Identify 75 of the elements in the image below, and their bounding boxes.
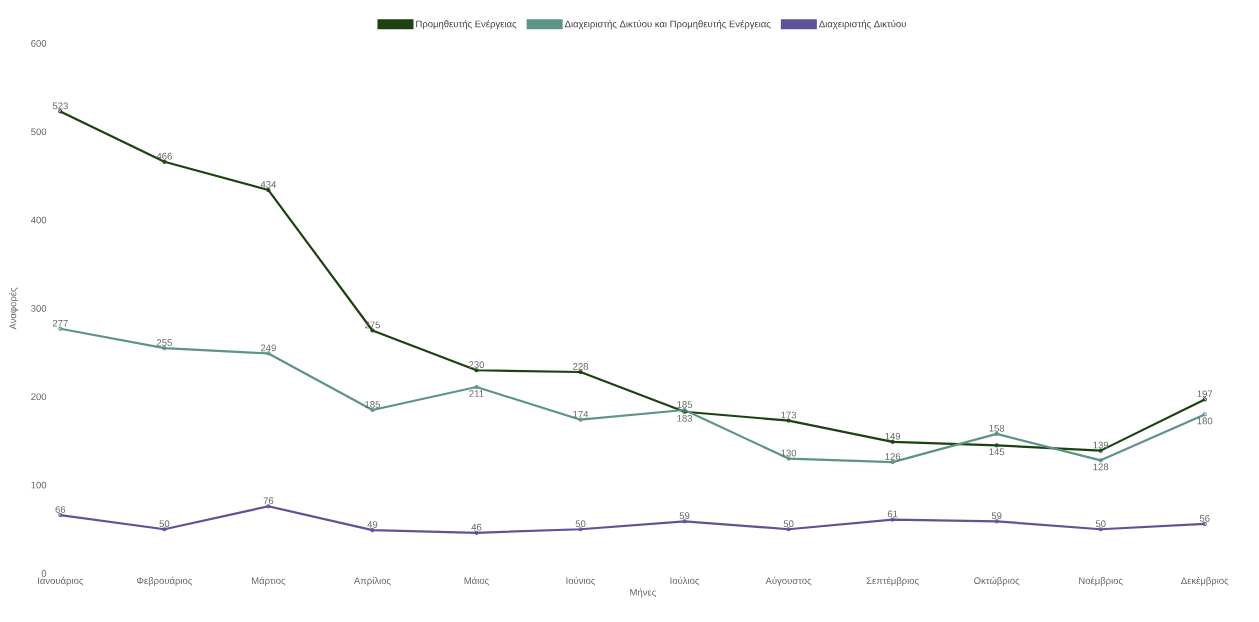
data-label: 197 xyxy=(1197,390,1213,398)
y-tick-label: 100 xyxy=(31,481,47,489)
data-label: 255 xyxy=(156,339,172,346)
legend-label: Προμηθευτής Ενέργειας xyxy=(416,20,517,30)
data-label: 434 xyxy=(260,181,277,188)
point xyxy=(1098,458,1103,463)
data-label: 61 xyxy=(887,510,898,518)
y-tick-label: 600 xyxy=(31,40,47,47)
y-tick-label: 200 xyxy=(31,393,47,401)
data-label: 59 xyxy=(679,512,690,520)
data-label: 50 xyxy=(575,520,586,528)
x-tick-label: Μάιος xyxy=(464,576,489,586)
point xyxy=(162,346,167,351)
point xyxy=(1098,527,1103,532)
point xyxy=(370,528,375,533)
point xyxy=(994,443,999,448)
legend-label: Διαχειριστής Δικτύου xyxy=(819,20,906,30)
x-tick-label: Ιούλιος xyxy=(670,576,700,586)
x-tick-label: Ιανουάριος xyxy=(38,576,84,586)
data-label: 228 xyxy=(573,363,589,370)
data-label: 145 xyxy=(989,448,1005,456)
data-label: 180 xyxy=(1197,417,1213,425)
data-label: 76 xyxy=(263,497,274,505)
x-tick-label: Δεκέμβριος xyxy=(1181,576,1229,586)
data-label: 173 xyxy=(781,411,797,419)
point xyxy=(58,513,63,518)
data-label: 56 xyxy=(1199,515,1210,522)
y-tick-label: 500 xyxy=(31,128,47,136)
data-label: 50 xyxy=(1095,520,1106,528)
x-tick-label: Σεπτέμβριος xyxy=(866,576,919,586)
data-label: 66 xyxy=(55,506,66,513)
y-axis-title: Αναφορές xyxy=(9,287,19,330)
data-label: 249 xyxy=(260,344,276,352)
y-tick-label: 300 xyxy=(31,305,47,312)
data-label: 49 xyxy=(367,521,378,528)
data-label: 230 xyxy=(469,361,485,369)
x-tick-label: Ιούνιος xyxy=(566,576,596,586)
x-axis-title: Μήνες xyxy=(630,588,657,598)
point xyxy=(578,527,583,532)
data-label: 466 xyxy=(156,152,172,160)
point xyxy=(266,504,271,509)
x-tick-label: Αύγουστος xyxy=(765,576,812,586)
data-label: 128 xyxy=(1093,463,1109,471)
point xyxy=(474,368,479,373)
x-tick-label: Μάρτιος xyxy=(252,576,286,586)
point xyxy=(1202,412,1207,417)
x-tick-label: Οκτώβριος xyxy=(974,576,1020,586)
x-tick-label: Φεβρουάριος xyxy=(136,576,193,586)
point xyxy=(474,384,479,390)
data-label: 50 xyxy=(783,520,794,528)
data-label: 130 xyxy=(781,449,797,457)
y-tick-label: 400 xyxy=(30,216,47,224)
x-tick-label: Νοέμβριος xyxy=(1079,576,1123,586)
data-label: 46 xyxy=(471,523,482,531)
data-label: 523 xyxy=(52,102,68,110)
data-label: 277 xyxy=(52,319,68,327)
y-tick-label: 0 xyxy=(41,570,47,577)
point xyxy=(994,519,999,524)
point xyxy=(682,519,687,524)
data-label: 139 xyxy=(1093,441,1109,449)
data-label: 183 xyxy=(677,414,693,422)
data-label: 185 xyxy=(677,401,693,408)
data-label: 50 xyxy=(159,520,170,528)
data-label: 59 xyxy=(991,512,1002,520)
data-label: 126 xyxy=(885,453,901,460)
data-label: 149 xyxy=(885,432,901,440)
legend-label: Διαχειριστής Δικτύου και Προμηθευτής Ενέργειας xyxy=(564,20,771,30)
data-label: 211 xyxy=(469,390,484,397)
data-label: 174 xyxy=(573,410,589,418)
point xyxy=(162,527,167,532)
x-tick-label: Απρίλιος xyxy=(353,576,391,586)
data-label: 185 xyxy=(365,401,380,408)
point xyxy=(890,460,895,465)
data-label: 158 xyxy=(989,424,1005,432)
point xyxy=(786,527,791,532)
